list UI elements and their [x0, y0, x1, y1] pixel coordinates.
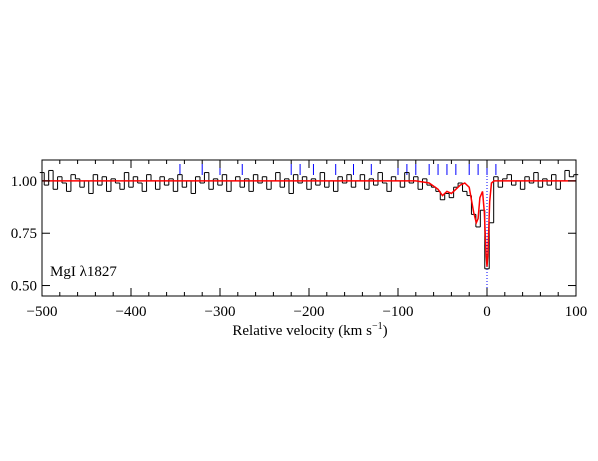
- x-tick-label: 0: [483, 304, 491, 320]
- x-tick-label: −200: [294, 304, 325, 320]
- y-tick-label: 0.50: [11, 279, 37, 295]
- model-line: [42, 180, 576, 267]
- x-axis-label: Relative velocity (km s−1): [232, 321, 387, 339]
- x-tick-label: −100: [383, 304, 414, 320]
- x-label-exp: −1: [372, 321, 383, 332]
- y-tick-label: 0.75: [11, 226, 37, 242]
- line-label: MgI λ1827: [50, 264, 117, 280]
- x-tick-label: −500: [27, 304, 58, 320]
- x-label-end: ): [383, 323, 388, 339]
- x-tick-label: −400: [116, 304, 147, 320]
- x-tick-label: 100: [565, 304, 588, 320]
- x-label-text: Relative velocity (km s: [232, 323, 372, 339]
- y-tick-label: 1.00: [11, 174, 37, 190]
- x-tick-label: −300: [205, 304, 236, 320]
